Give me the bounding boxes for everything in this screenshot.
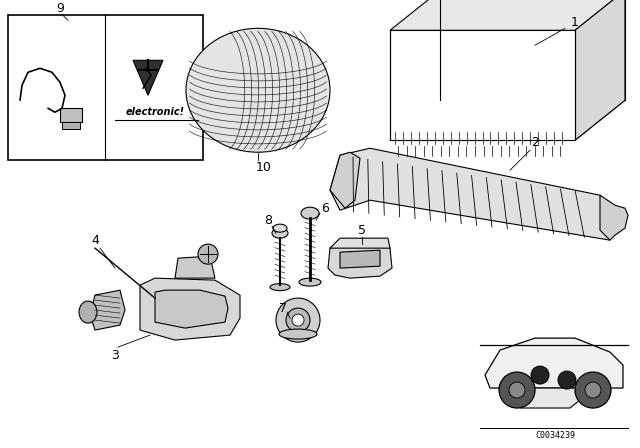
- Circle shape: [509, 382, 525, 398]
- Ellipse shape: [186, 28, 330, 152]
- Text: 6: 6: [321, 202, 329, 215]
- Bar: [8, 15, 203, 160]
- Polygon shape: [90, 290, 125, 330]
- Circle shape: [198, 244, 218, 264]
- Polygon shape: [575, 0, 625, 140]
- Polygon shape: [330, 152, 360, 208]
- Text: 8: 8: [264, 214, 272, 227]
- Polygon shape: [175, 256, 215, 278]
- Circle shape: [558, 371, 576, 389]
- Polygon shape: [485, 338, 623, 388]
- Text: 3: 3: [111, 349, 119, 362]
- Ellipse shape: [272, 228, 288, 238]
- Text: electronic!: electronic!: [125, 107, 184, 117]
- Polygon shape: [390, 100, 625, 140]
- Bar: [60, 108, 82, 122]
- Polygon shape: [133, 60, 163, 95]
- Text: 5: 5: [358, 224, 366, 237]
- Ellipse shape: [273, 224, 287, 232]
- Polygon shape: [510, 388, 595, 408]
- Polygon shape: [340, 250, 380, 268]
- Bar: [62, 122, 80, 129]
- Polygon shape: [155, 290, 228, 328]
- Text: 9: 9: [56, 2, 64, 15]
- Text: 4: 4: [91, 234, 99, 247]
- Circle shape: [585, 382, 601, 398]
- Polygon shape: [140, 278, 240, 340]
- Circle shape: [276, 298, 320, 342]
- Ellipse shape: [301, 207, 319, 219]
- Text: 10: 10: [256, 161, 272, 174]
- Ellipse shape: [270, 284, 290, 291]
- Text: 1: 1: [571, 16, 579, 29]
- Bar: [390, 30, 575, 140]
- Polygon shape: [330, 238, 390, 248]
- Text: C0034239: C0034239: [535, 431, 575, 439]
- Circle shape: [575, 372, 611, 408]
- Polygon shape: [390, 0, 625, 30]
- Polygon shape: [328, 240, 392, 278]
- Polygon shape: [330, 148, 615, 240]
- Polygon shape: [600, 195, 628, 240]
- Circle shape: [292, 314, 304, 326]
- Circle shape: [286, 308, 310, 332]
- Text: 2: 2: [531, 136, 539, 149]
- Ellipse shape: [299, 278, 321, 286]
- Text: 7: 7: [279, 302, 287, 314]
- Circle shape: [499, 372, 535, 408]
- Ellipse shape: [79, 301, 97, 323]
- Circle shape: [531, 366, 549, 384]
- Ellipse shape: [279, 329, 317, 339]
